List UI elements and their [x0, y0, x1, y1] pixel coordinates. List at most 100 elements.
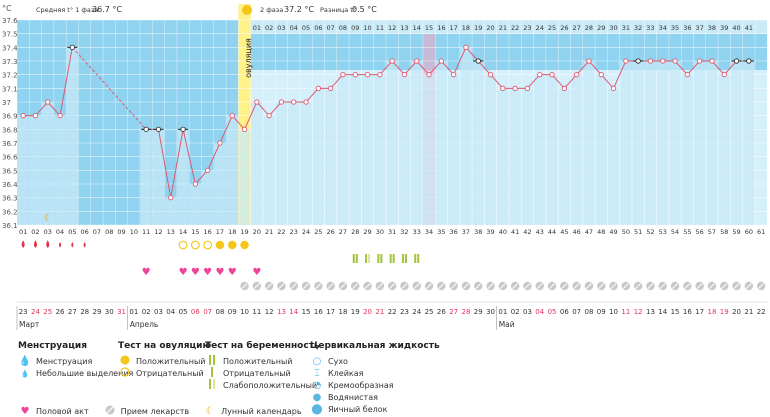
temp-bar: [312, 88, 324, 225]
cycle-day-label: 11: [142, 228, 150, 236]
temp-point: [192, 181, 199, 187]
temp-point: [389, 58, 395, 64]
legend: Менструация 💧 Менструация 💧 Небольшие выде…: [0, 335, 770, 417]
y-tick-label: 37.5: [2, 31, 18, 39]
temp-bar: [288, 102, 300, 225]
phase2-day-label: 04: [290, 24, 298, 32]
y-tick-label: 36.9: [2, 113, 18, 121]
temp-line-segment: [157, 129, 172, 198]
calendar-date: 22: [757, 308, 766, 316]
temp-point: [598, 72, 604, 78]
cycle-day-label: 30: [376, 228, 384, 236]
pill-line: [462, 283, 469, 289]
temp-bar: [595, 74, 607, 226]
phase2-day-label: 19: [474, 24, 482, 32]
pill-line: [241, 283, 248, 289]
creamy-icon: ◔: [312, 380, 322, 391]
cycle-day-label: 15: [191, 228, 199, 236]
pregnancy-test-line: [377, 254, 380, 263]
watery-icon: ●: [312, 392, 322, 403]
y-tick-label: 36.5: [2, 167, 18, 175]
temp-line-segment: [440, 60, 455, 76]
pregnancy-test-line: [355, 254, 358, 263]
pill-line: [401, 283, 408, 289]
temp-point: [512, 85, 518, 91]
cycle-day-label: 35: [437, 228, 445, 236]
calendar-date: 27: [68, 308, 77, 316]
pregnancy-test-line: [380, 254, 383, 263]
pregnancy-test-line: [401, 254, 404, 263]
month-label: Март: [19, 320, 40, 329]
calendar-date: 23: [19, 308, 28, 316]
sun-icon: [242, 5, 252, 15]
temp-bar: [472, 61, 484, 225]
temp-point: [168, 195, 174, 201]
phase2-day-label: 35: [671, 24, 679, 32]
cycle-day-label: 59: [732, 228, 740, 236]
pregnancy-test-line: [389, 254, 392, 263]
phase2-day-label: 03: [277, 24, 285, 32]
temp-bar: [17, 115, 29, 225]
y-unit-label: °C: [2, 4, 12, 13]
cycle-day-label: 52: [646, 228, 654, 236]
calendar-date: 12: [634, 308, 643, 316]
cycle-day-label: 09: [117, 228, 125, 236]
temp-line-segment: [59, 47, 73, 116]
phase2-day-label: 39: [720, 24, 728, 32]
pregnancy-test-line: [392, 254, 395, 263]
phase2-day-label: 05: [302, 24, 310, 32]
cycle-day-label: 36: [450, 228, 458, 236]
ovulation-test-positive: [240, 240, 249, 250]
temp-line-segment: [391, 60, 405, 76]
cycle-day-label: 17: [216, 228, 224, 236]
pill-line: [339, 283, 346, 289]
phase2-day-label: 40: [732, 24, 740, 32]
temp-line-segment: [428, 60, 442, 76]
temp-bar: [620, 61, 632, 225]
temp-bar: [189, 184, 201, 225]
cycle-day-label: 03: [44, 228, 52, 236]
cycle-day-label: 18: [228, 228, 236, 236]
calendar-date: 04: [166, 308, 175, 316]
heart-icon: ♥: [203, 267, 212, 278]
pill-line: [573, 283, 580, 289]
calendar-date: 04: [535, 308, 544, 316]
y-tick-label: 36.8: [2, 126, 18, 134]
temp-point: [352, 72, 358, 78]
pill-line: [499, 283, 506, 289]
legend-menstruation: Менструация 💧 Менструация 💧 Небольшие выде…: [18, 341, 134, 378]
temp-bar: [460, 47, 472, 226]
temp-line-segment: [231, 115, 245, 130]
calendar-date: 24: [31, 308, 40, 316]
phase2-day-label: 14: [413, 24, 421, 32]
temp-line-segment: [256, 101, 270, 117]
phase1-label: Средняя t° 1 фаза: [36, 6, 98, 14]
phase2-day-label: 37: [696, 24, 704, 32]
phase2-day-label: 12: [388, 24, 396, 32]
temp-bar: [226, 115, 238, 225]
temp-point: [69, 44, 75, 50]
temp-point: [684, 72, 690, 78]
diff-value: 0.5 °C: [352, 5, 377, 14]
calendar-date: 21: [744, 308, 753, 316]
temp-point: [487, 72, 494, 78]
phase2-day-label: 30: [609, 24, 617, 32]
calendar-date: 14: [658, 308, 667, 316]
temp-bar: [657, 61, 669, 225]
pill-line: [389, 283, 396, 289]
temp-bar: [497, 88, 509, 225]
phase2-day-label: 09: [351, 24, 359, 32]
cycle-day-label: 05: [68, 228, 76, 236]
calendar-date: 18: [707, 308, 716, 316]
ovulation-test-negative: [191, 240, 200, 250]
cycle-day-label: 61: [757, 228, 765, 236]
phase2-day-label: 34: [659, 24, 667, 32]
pill-line: [438, 283, 445, 289]
cycle-day-label: 40: [499, 228, 507, 236]
temp-bar: [534, 74, 546, 226]
heart-icon: ♥: [252, 267, 261, 278]
cycle-day-label: 41: [511, 228, 519, 236]
temp-bar: [669, 61, 681, 225]
temp-bar: [361, 74, 374, 226]
y-tick-label: 37: [2, 99, 11, 107]
